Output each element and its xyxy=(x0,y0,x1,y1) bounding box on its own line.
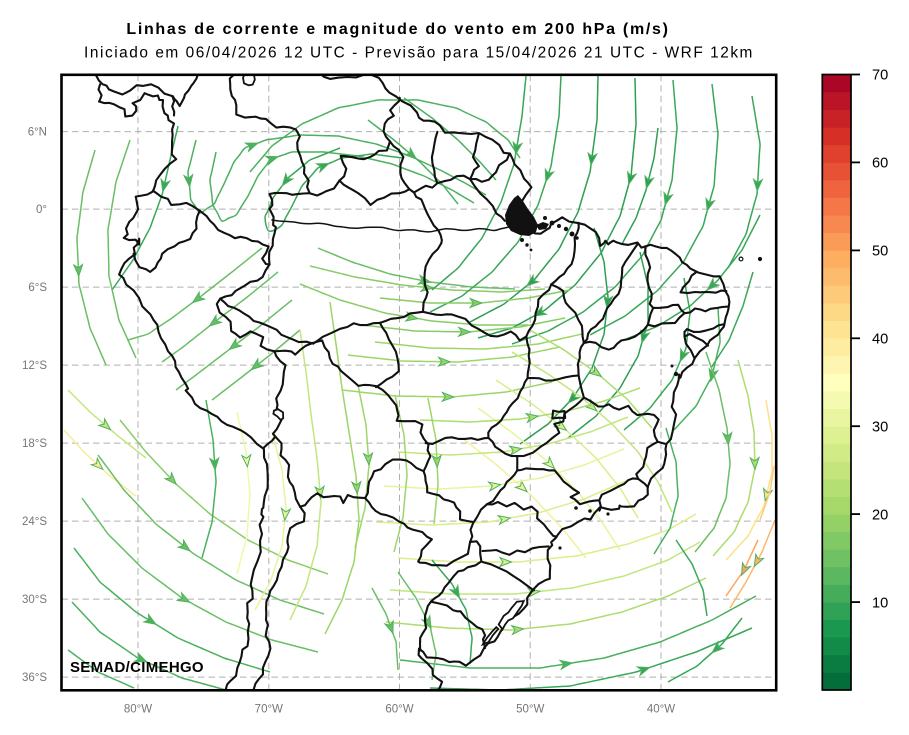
svg-text:24°S: 24°S xyxy=(22,516,47,528)
svg-text:70°W: 70°W xyxy=(255,704,283,716)
svg-text:60°W: 60°W xyxy=(385,704,413,716)
svg-text:10: 10 xyxy=(872,595,888,611)
svg-text:60: 60 xyxy=(872,156,888,172)
svg-text:SEMAD/CIMEHGO: SEMAD/CIMEHGO xyxy=(70,659,204,676)
svg-text:50°W: 50°W xyxy=(516,704,544,716)
svg-text:30°S: 30°S xyxy=(22,594,47,606)
svg-text:Linhas de corrente e magnitude: Linhas de corrente e magnitude do vento … xyxy=(126,21,669,38)
svg-text:50: 50 xyxy=(872,244,888,260)
svg-text:6°S: 6°S xyxy=(28,282,47,294)
svg-text:70: 70 xyxy=(872,68,888,84)
svg-text:0°: 0° xyxy=(36,204,47,216)
svg-text:40: 40 xyxy=(872,332,888,348)
svg-text:Iniciado em 06/04/2026 12 UTC: Iniciado em 06/04/2026 12 UTC - Previsão… xyxy=(84,45,754,62)
svg-text:12°S: 12°S xyxy=(22,360,47,372)
svg-text:36°S: 36°S xyxy=(22,672,47,684)
svg-text:30: 30 xyxy=(872,419,888,435)
svg-text:80°W: 80°W xyxy=(124,704,152,716)
svg-text:18°S: 18°S xyxy=(22,438,47,450)
svg-text:20: 20 xyxy=(872,507,888,523)
svg-text:40°W: 40°W xyxy=(647,704,675,716)
svg-text:6°N: 6°N xyxy=(28,127,47,139)
